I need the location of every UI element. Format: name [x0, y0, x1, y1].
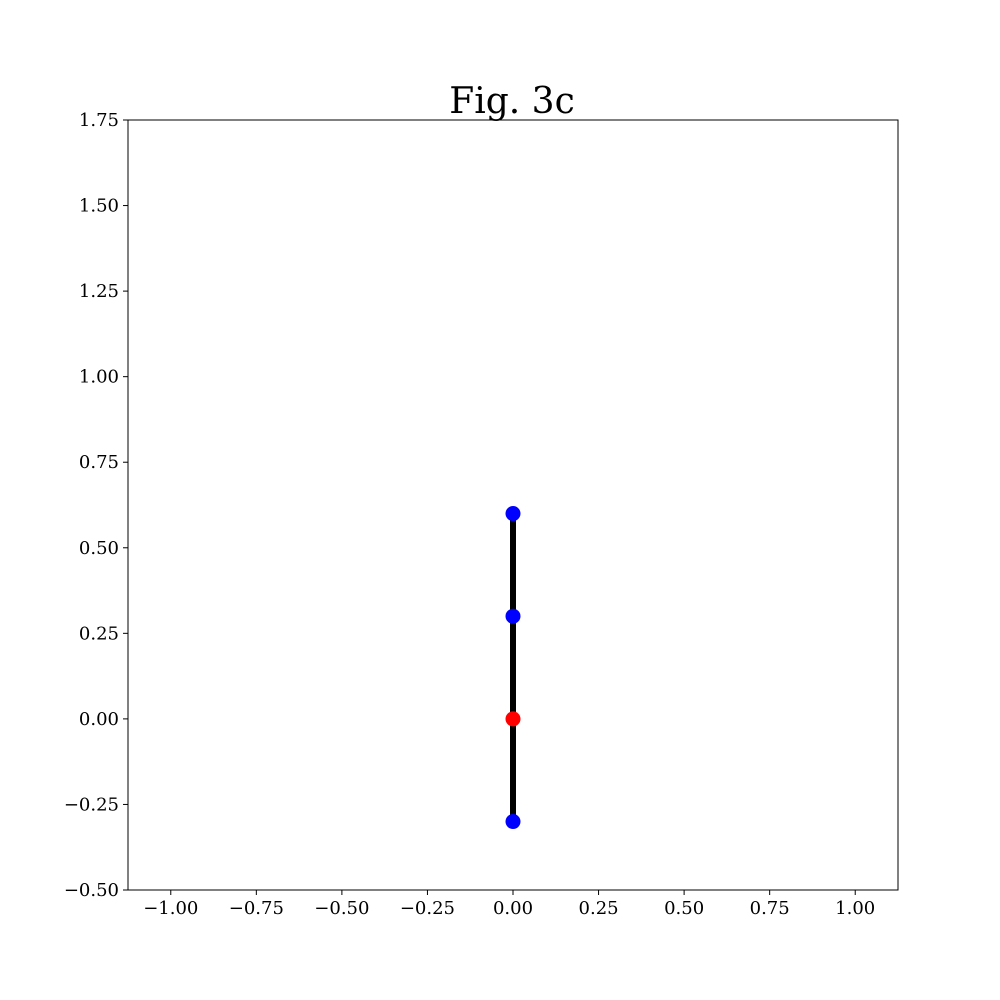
- x-tick-label: −0.25: [400, 898, 455, 919]
- y-tick-label: −0.50: [64, 880, 119, 901]
- data-point: [505, 711, 521, 727]
- x-tick-label: 0.50: [664, 898, 704, 919]
- x-tick-label: 0.75: [750, 898, 790, 919]
- chart-title: Fig. 3c: [449, 81, 575, 122]
- plot-frame: [127, 119, 899, 891]
- data-point: [505, 814, 521, 830]
- y-tick-label: 1.50: [79, 196, 119, 217]
- x-axis-ticks: −1.00 −0.75 −0.50 −0.25 0.00 0.25 0.50 0.75 1.00: [143, 890, 875, 919]
- x-tick-label: 0.25: [579, 898, 619, 919]
- y-tick-label: −0.25: [64, 794, 119, 815]
- y-tick-label: 0.75: [79, 452, 119, 473]
- y-tick-label: 1.75: [79, 110, 119, 131]
- x-tick-label: 0.00: [493, 898, 533, 919]
- y-tick-label: 0.50: [79, 538, 119, 559]
- x-tick-label: −1.00: [143, 898, 198, 919]
- y-axis-ticks: −0.50 −0.25 0.00 0.25 0.50 0.75 1.00 1.25 1.50 1.…: [64, 110, 128, 901]
- data-point: [505, 506, 521, 522]
- x-tick-label: 1.00: [835, 898, 875, 919]
- y-tick-label: 0.25: [79, 623, 119, 644]
- data-point: [505, 608, 521, 624]
- x-tick-label: −0.50: [314, 898, 369, 919]
- y-tick-label: 1.00: [79, 367, 119, 388]
- y-tick-label: 1.25: [79, 281, 119, 302]
- y-tick-label: 0.00: [79, 709, 119, 730]
- x-tick-label: −0.75: [229, 898, 284, 919]
- plot-content: [505, 506, 521, 830]
